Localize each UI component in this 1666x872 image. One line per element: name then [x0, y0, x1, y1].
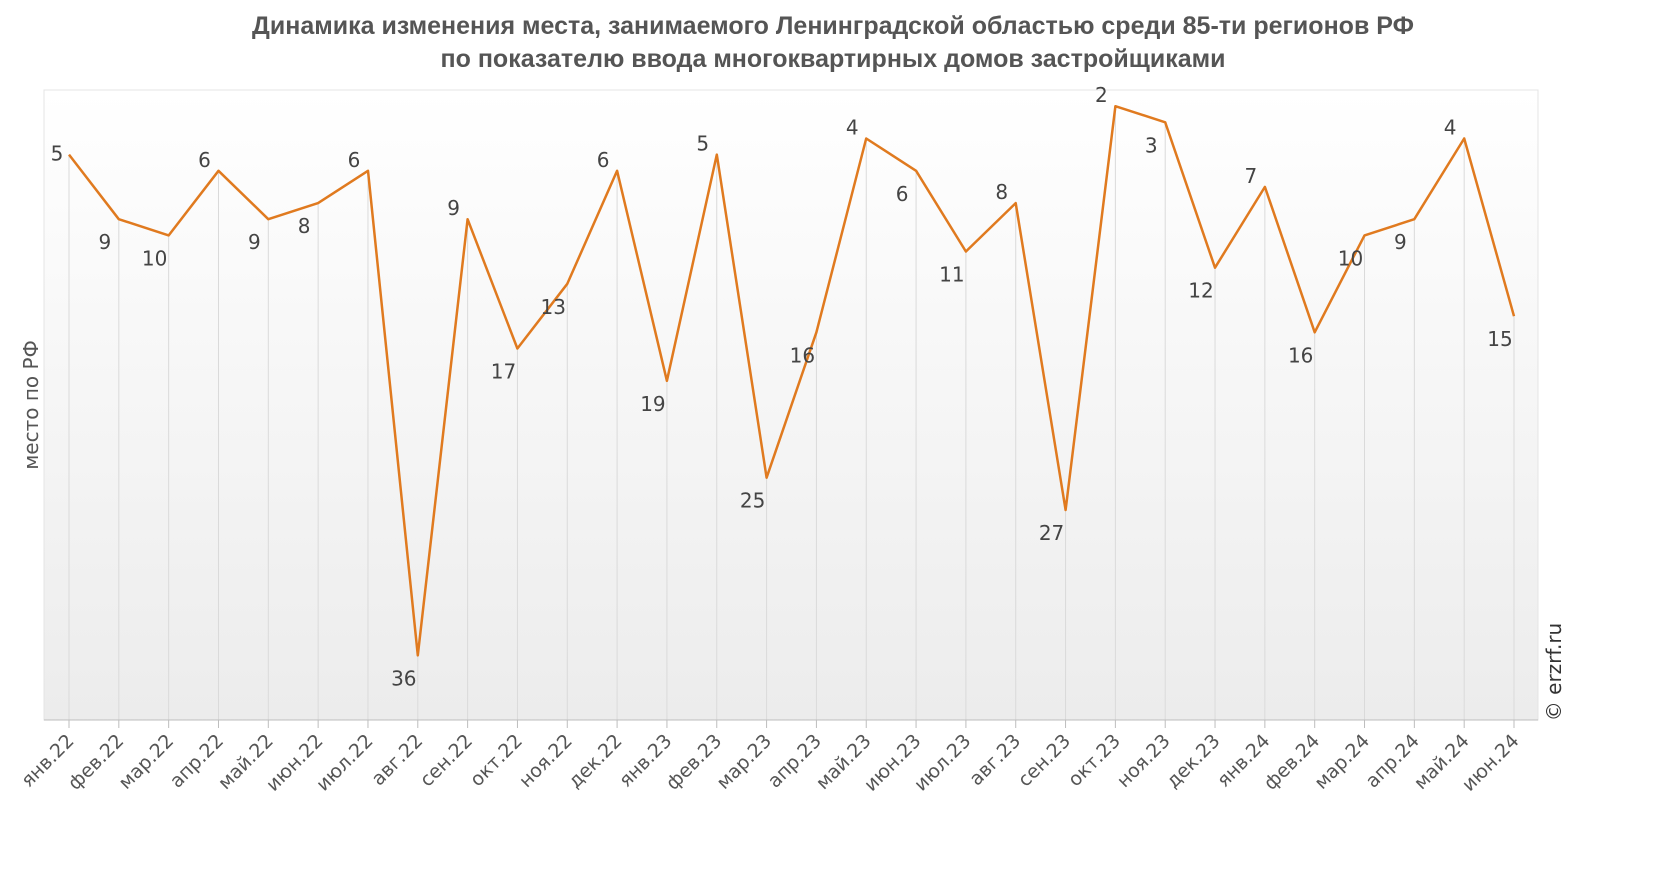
- x-tick-label: дек.22: [564, 730, 627, 793]
- x-tick-label: фев.22: [64, 730, 129, 795]
- data-label: 7: [1244, 164, 1257, 188]
- x-tick-label: мар.23: [712, 730, 776, 794]
- data-label: 10: [142, 246, 167, 270]
- x-ticks: [68, 720, 1515, 728]
- x-tick-label: мар.22: [114, 730, 178, 794]
- x-tick-label: сен.23: [1014, 730, 1075, 791]
- x-tick-label: окт.23: [1064, 730, 1125, 791]
- chart-title-line-2: по показателю ввода многоквартирных домо…: [440, 45, 1226, 73]
- data-label: 4: [846, 115, 859, 139]
- data-label: 27: [1039, 521, 1064, 545]
- x-tick-label: сен.22: [416, 730, 477, 791]
- data-label: 16: [1288, 343, 1313, 367]
- data-label: 15: [1487, 327, 1512, 351]
- x-tick-label: дек.23: [1162, 730, 1225, 793]
- x-tick-labels: янв.22фев.22мар.22апр.22май.22июн.22июл.…: [17, 730, 1524, 796]
- data-label: 17: [491, 359, 516, 383]
- data-label: 6: [198, 148, 211, 172]
- data-label: 9: [1394, 230, 1407, 254]
- data-labels: 5 9 10 6 9 8 6 36 9 17 13 6 19 5 25 16 4 6 11 8 27 2 3 12 7 16 10 9…: [51, 83, 1513, 690]
- data-label: 4: [1444, 115, 1457, 139]
- x-tick-label: мар.24: [1310, 730, 1374, 794]
- chart-title-line-1: Динамика изменения места, занимаемого Ле…: [252, 12, 1414, 40]
- x-tick-label: ноя.23: [1113, 730, 1175, 792]
- x-tick-label: фев.24: [1260, 730, 1325, 795]
- x-tick-label: авг.23: [965, 730, 1025, 790]
- data-label: 8: [298, 214, 311, 238]
- data-label: 5: [696, 132, 709, 156]
- data-label: 9: [447, 196, 460, 220]
- data-label: 16: [790, 343, 815, 367]
- x-tick-label: фев.23: [662, 730, 727, 795]
- data-label: 6: [348, 148, 361, 172]
- data-label: 10: [1338, 246, 1363, 270]
- data-label: 8: [995, 180, 1008, 204]
- data-label: 25: [740, 489, 765, 513]
- x-tick-label: авг.22: [367, 730, 427, 790]
- copyright-label: © erzrf.ru: [1542, 623, 1566, 721]
- data-label: 6: [896, 182, 909, 206]
- x-tick-label: окт.22: [466, 730, 527, 791]
- data-label: 11: [939, 263, 964, 287]
- data-label: 5: [51, 142, 64, 166]
- data-label: 9: [248, 230, 261, 254]
- data-label: 6: [597, 148, 610, 172]
- data-label: 13: [541, 295, 566, 319]
- series-line: [68, 104, 1516, 657]
- gridlines: [68, 106, 1515, 720]
- x-tick-label: ноя.22: [515, 730, 577, 792]
- data-label: 12: [1188, 279, 1213, 303]
- data-label: 9: [98, 230, 111, 254]
- data-label: 36: [391, 666, 416, 690]
- y-axis-title: место по РФ: [19, 340, 43, 470]
- data-label: 19: [640, 392, 665, 416]
- data-label: 3: [1145, 133, 1158, 157]
- chart-title: Динамика изменения места, занимаемого Ле…: [0, 10, 1666, 76]
- data-label: 2: [1095, 83, 1108, 107]
